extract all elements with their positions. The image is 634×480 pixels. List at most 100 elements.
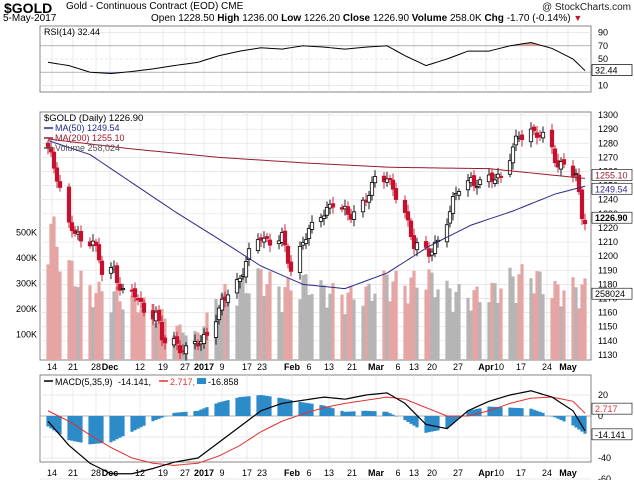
candle-body (321, 215, 327, 219)
macd-histogram-bar (391, 414, 395, 416)
volume-bar (493, 283, 497, 360)
volume-bar (70, 260, 74, 360)
macd-histogram-bar (352, 411, 356, 416)
volume-bar (580, 284, 584, 360)
macd-histogram-bar (529, 408, 533, 416)
volume-tick-label: 200K (16, 304, 37, 314)
x-tick-label: 10 (494, 468, 504, 478)
volume-bar (223, 284, 227, 360)
macd-histogram-bar (409, 416, 413, 424)
macd-value-box (591, 428, 633, 441)
volume-bar (385, 274, 389, 360)
price-tick-label: 1150 (598, 322, 617, 332)
price-tick-label: 1130 (598, 350, 617, 360)
volume-bar (118, 301, 122, 360)
macd-histogram-bar (346, 411, 350, 416)
macd-histogram-bar (238, 397, 242, 416)
candle-body (69, 222, 75, 232)
volume-bar (301, 275, 305, 360)
candle-body (579, 189, 585, 220)
candle-body (372, 176, 378, 184)
macd-histogram-bar (97, 416, 101, 444)
candle-body (369, 182, 375, 196)
macd-histogram-bar (370, 411, 374, 416)
volume-bar (364, 286, 368, 360)
ma50-line (47, 139, 586, 290)
volume-bar (577, 308, 581, 360)
candle-body (390, 179, 396, 190)
ma200-line (47, 138, 586, 179)
macd-histogram-bar (433, 416, 437, 431)
candle-body (45, 142, 51, 148)
candle-body (552, 148, 558, 164)
price-tick-label: 1290 (598, 124, 618, 134)
x-tick-label: 17 (242, 362, 252, 372)
macd-histogram-bar (205, 407, 209, 416)
x-tick-label: 9 (219, 468, 224, 478)
price-tick-label: 1240 (598, 195, 618, 205)
macd-histogram-bar (403, 416, 407, 421)
hist-legend-value: -16.858 (208, 377, 239, 387)
candle-body (576, 174, 582, 193)
volume-bar (139, 309, 143, 360)
x-tick-label: Feb (284, 468, 301, 478)
volume-bar (367, 283, 371, 360)
macd-histogram-bar (94, 416, 98, 444)
x-tick-label: 14 (47, 362, 57, 372)
volume-bar (94, 293, 98, 360)
macd-histogram-bar (496, 407, 500, 416)
volume-bar (559, 306, 563, 360)
candle-body (255, 239, 261, 251)
macd-histogram-bar (310, 403, 314, 416)
price-tick-label: 1200 (598, 251, 618, 261)
volume-bar (136, 312, 140, 360)
volume-bar (496, 302, 500, 360)
macd-histogram-bar (133, 416, 137, 431)
volume-bar (235, 305, 239, 360)
candle-body (93, 241, 99, 247)
volume-bar (283, 287, 287, 360)
macd-histogram-bar (550, 416, 554, 417)
candle-body (474, 186, 480, 189)
quote-date: 5-May-2017 (3, 13, 57, 24)
volume-value: 258.0K (449, 13, 482, 24)
open-label: Open (151, 13, 176, 24)
macd-histogram-bar (322, 405, 326, 416)
volume-bar (100, 291, 104, 360)
macd-histogram-bar (262, 395, 266, 416)
watermark: @ StockCharts.com (541, 2, 631, 13)
x-tick-label: 12 (135, 362, 145, 372)
x-tick-label: Apr (478, 362, 494, 372)
volume-bar (427, 269, 431, 360)
candle-body (318, 217, 324, 222)
change-value: -1.70 (-0.14%) (506, 13, 571, 24)
volume-bar (469, 310, 473, 360)
macd-histogram-bar (244, 396, 248, 416)
volume-bar (373, 293, 377, 360)
candle-body (411, 235, 417, 249)
candle-body (528, 128, 534, 143)
macd-histogram-bar (259, 395, 263, 416)
candle-body (345, 206, 351, 215)
macd-histogram-bar (517, 408, 521, 416)
macd-histogram-bar (181, 412, 185, 416)
candle-body (192, 341, 198, 345)
candle-body (264, 236, 270, 239)
candle-body (582, 219, 588, 225)
candle-body (243, 261, 249, 278)
volume-bar (277, 286, 281, 360)
candle-body (99, 260, 105, 275)
volume-bar (55, 246, 59, 360)
macd-histogram-bar (343, 411, 347, 416)
volume-tick-label: 400K (16, 253, 37, 263)
volume-bar (115, 286, 119, 360)
candle-body (297, 245, 303, 273)
macd-histogram-bar (112, 416, 116, 441)
macd-histogram-bar (340, 410, 344, 416)
candle-body (204, 331, 210, 336)
candle-body (549, 129, 555, 148)
volume-bar (415, 287, 419, 360)
macd-histogram-bar (571, 416, 575, 426)
macd-histogram-bar (199, 409, 203, 416)
volume-bar (97, 281, 101, 360)
